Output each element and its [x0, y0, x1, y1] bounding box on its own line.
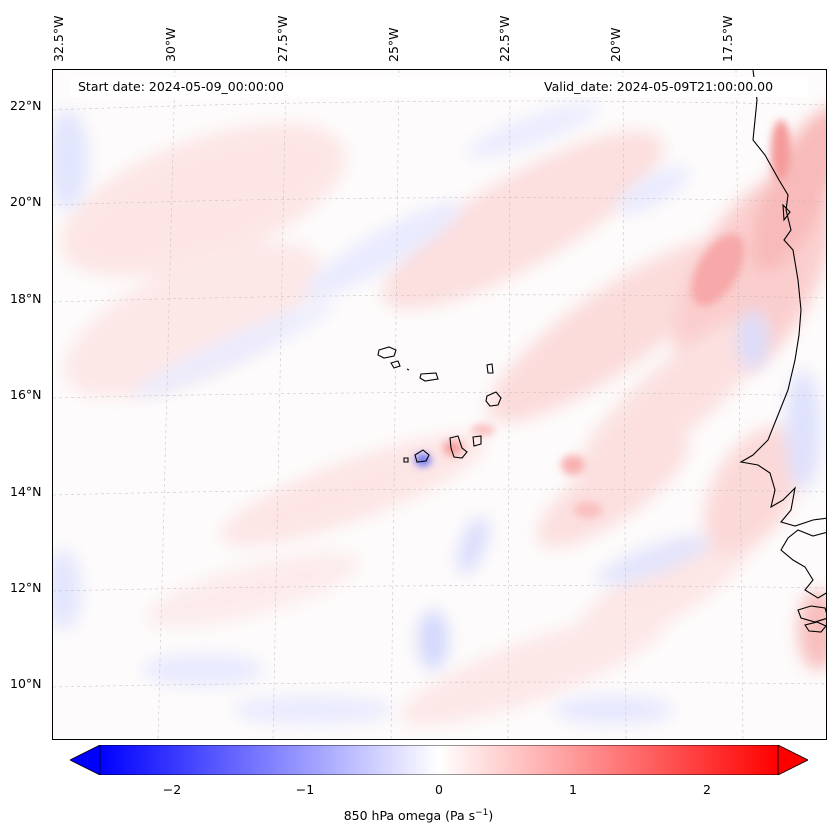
lat-label-12n: 12°N [10, 580, 42, 595]
lat-label-10n: 10°N [10, 676, 42, 691]
cape-verde-islands [377, 346, 502, 463]
island-sao-nicolau [419, 372, 439, 382]
island-fogo [414, 449, 430, 463]
colorbar-tick-neg1: −1 [295, 782, 315, 797]
colorbar-gradient [100, 745, 778, 775]
lon-label-25w: 25°W [386, 27, 401, 62]
local-omega-features [415, 120, 791, 518]
map-panel[interactable] [52, 69, 827, 740]
date-strip [70, 77, 808, 97]
lat-label-20n: 20°N [10, 194, 42, 209]
bijagos-islands [797, 605, 826, 623]
colorbar-min-extend [70, 745, 101, 775]
lon-label-30w: 30°W [163, 27, 178, 62]
colorbar-max-extend [777, 745, 808, 775]
omega-field-map [53, 70, 826, 739]
lat-label-16n: 16°N [10, 387, 42, 402]
colorbar [70, 745, 808, 775]
lon-label-22-5w: 22.5°W [497, 15, 512, 62]
lat-label-22n: 22°N [10, 98, 42, 113]
lat-label-18n: 18°N [10, 291, 42, 306]
lon-label-20w: 20°W [608, 27, 623, 62]
lon-label-27-5w: 27.5°W [275, 15, 290, 62]
lon-label-17-5w: 17.5°W [720, 15, 735, 62]
african-coastline [739, 70, 826, 633]
colorbar-tick-2: 2 [703, 782, 711, 797]
island-sao-vicente [390, 360, 401, 369]
graticule [53, 70, 826, 739]
colorbar-label: 850 hPa omega (Pa s−1) [0, 808, 837, 823]
island-sal [486, 363, 494, 374]
island-boa-vista [485, 391, 502, 407]
positive-omega-areas [60, 107, 826, 726]
island-brava [403, 457, 409, 463]
negative-omega-areas [53, 102, 821, 724]
colorbar-label-exponent: −1 [475, 808, 489, 818]
coast-inlet [782, 203, 791, 222]
island-santiago [449, 435, 468, 459]
lat-label-14n: 14°N [10, 484, 42, 499]
colorbar-tick-0: 0 [435, 782, 443, 797]
valid-date-label: Valid_date: 2024-05-09T21:00:00.00 [544, 79, 774, 94]
colorbar-label-close: ) [488, 808, 494, 824]
colorbar-tick-1: 1 [569, 782, 577, 797]
colorbar-outline [99, 745, 779, 775]
island-santa-luzia [406, 368, 410, 371]
colorbar-label-main: 850 hPa omega (Pa s [343, 808, 476, 824]
island-santo-antao [377, 346, 397, 359]
island-maio [472, 435, 482, 447]
lon-label-32-5w: 32.5°W [51, 15, 66, 62]
colorbar-tick-neg2: −2 [162, 782, 182, 797]
start-date-label: Start date: 2024-05-09_00:00:00 [78, 79, 284, 94]
